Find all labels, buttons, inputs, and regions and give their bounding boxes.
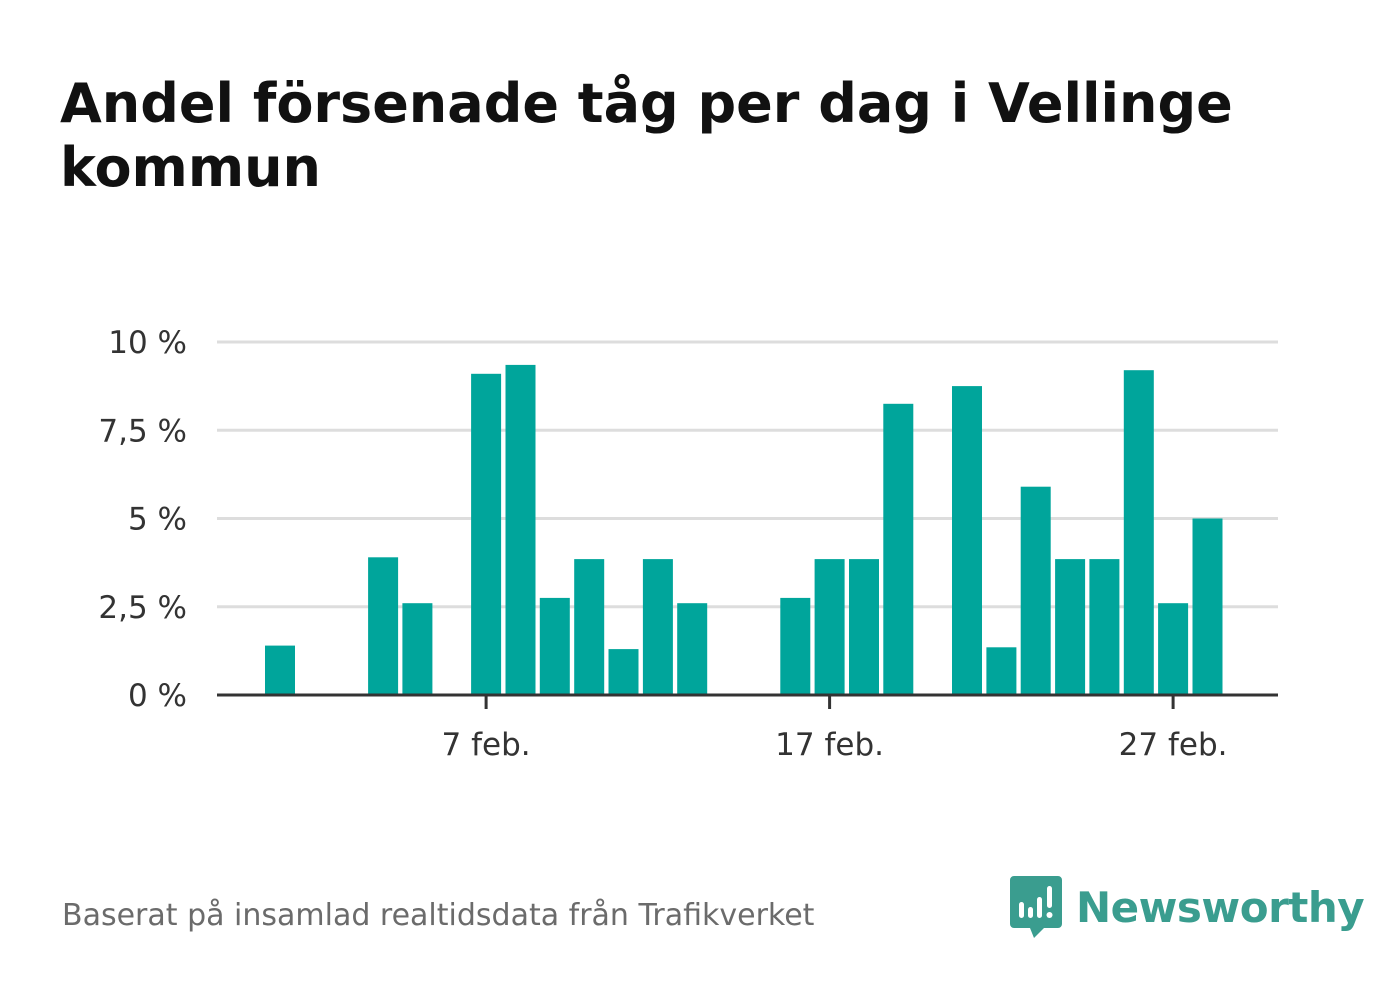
y-tick-label: 10 % xyxy=(108,325,187,361)
bar xyxy=(849,559,879,695)
bar xyxy=(780,597,811,695)
brand-name: Newsworthy xyxy=(1076,882,1365,932)
bar xyxy=(608,649,639,695)
bar xyxy=(883,403,914,695)
bar xyxy=(539,597,570,695)
x-axis-ticks: 7 feb. 17 feb. 27 feb. xyxy=(442,695,1228,763)
y-tick-label: 2,5 % xyxy=(98,590,187,626)
y-tick-label: 5 % xyxy=(128,502,187,538)
bar xyxy=(1089,559,1120,695)
x-tick-label: 7 feb. xyxy=(442,727,531,763)
source-note: Baserat på insamlad realtidsdata från Tr… xyxy=(62,898,815,933)
x-tick-label: 27 feb. xyxy=(1119,727,1228,763)
bar xyxy=(505,364,536,695)
bar xyxy=(952,386,982,695)
newsworthy-logo: Newsworthy xyxy=(1010,876,1365,938)
y-axis-tick-labels: 0 % 2,5 % 5 % 7,5 % 10 % xyxy=(98,325,187,714)
bar xyxy=(1192,518,1223,695)
x-tick-label: 17 feb. xyxy=(775,727,884,763)
bar xyxy=(642,559,673,695)
y-tick-label: 7,5 % xyxy=(98,413,187,449)
bar xyxy=(471,373,502,695)
bar xyxy=(265,645,295,695)
bar xyxy=(1158,603,1189,695)
bar xyxy=(677,603,708,695)
y-tick-label: 0 % xyxy=(128,678,187,714)
chart-title: Andel försenade tåg per dag i Vellinge k… xyxy=(60,72,1233,199)
bar xyxy=(986,647,1017,695)
bar xyxy=(1123,370,1154,695)
bar xyxy=(1055,559,1086,695)
bars xyxy=(265,364,1223,695)
bar xyxy=(402,603,433,695)
bar xyxy=(574,559,605,695)
newsworthy-logo-icon xyxy=(1010,876,1062,938)
bar xyxy=(814,559,845,695)
bar xyxy=(368,557,399,695)
bar xyxy=(1020,486,1051,695)
